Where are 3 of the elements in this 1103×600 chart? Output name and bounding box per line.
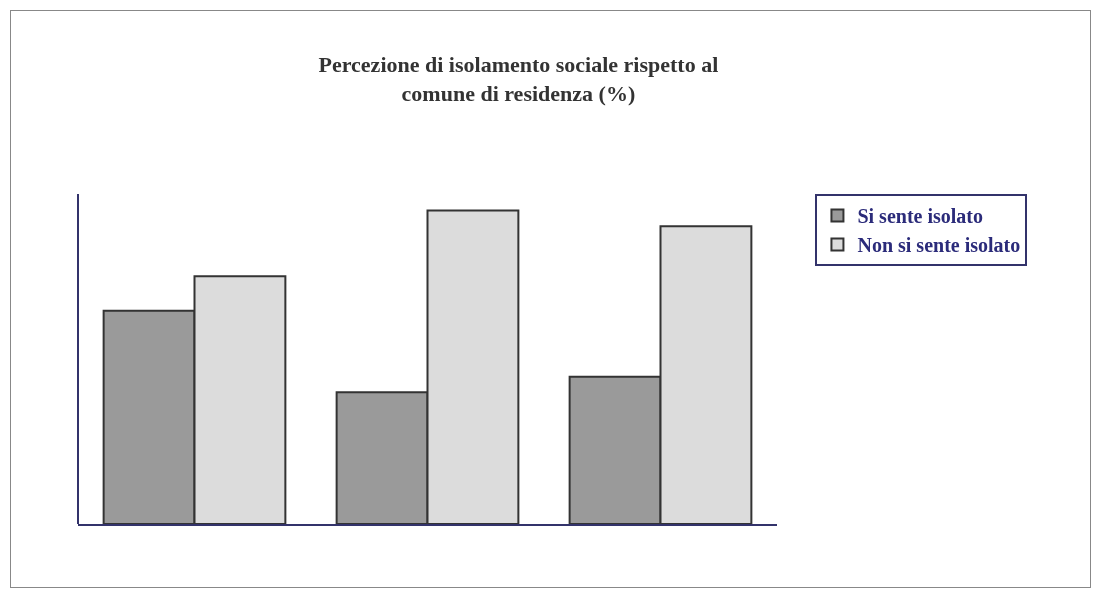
legend-label: Non si sente isolato [857, 234, 1021, 257]
chart-title: Percezione di isolamento sociale rispetto al comune di residenza (%) [318, 52, 719, 106]
legend-label: Si sente isolato [857, 205, 984, 228]
